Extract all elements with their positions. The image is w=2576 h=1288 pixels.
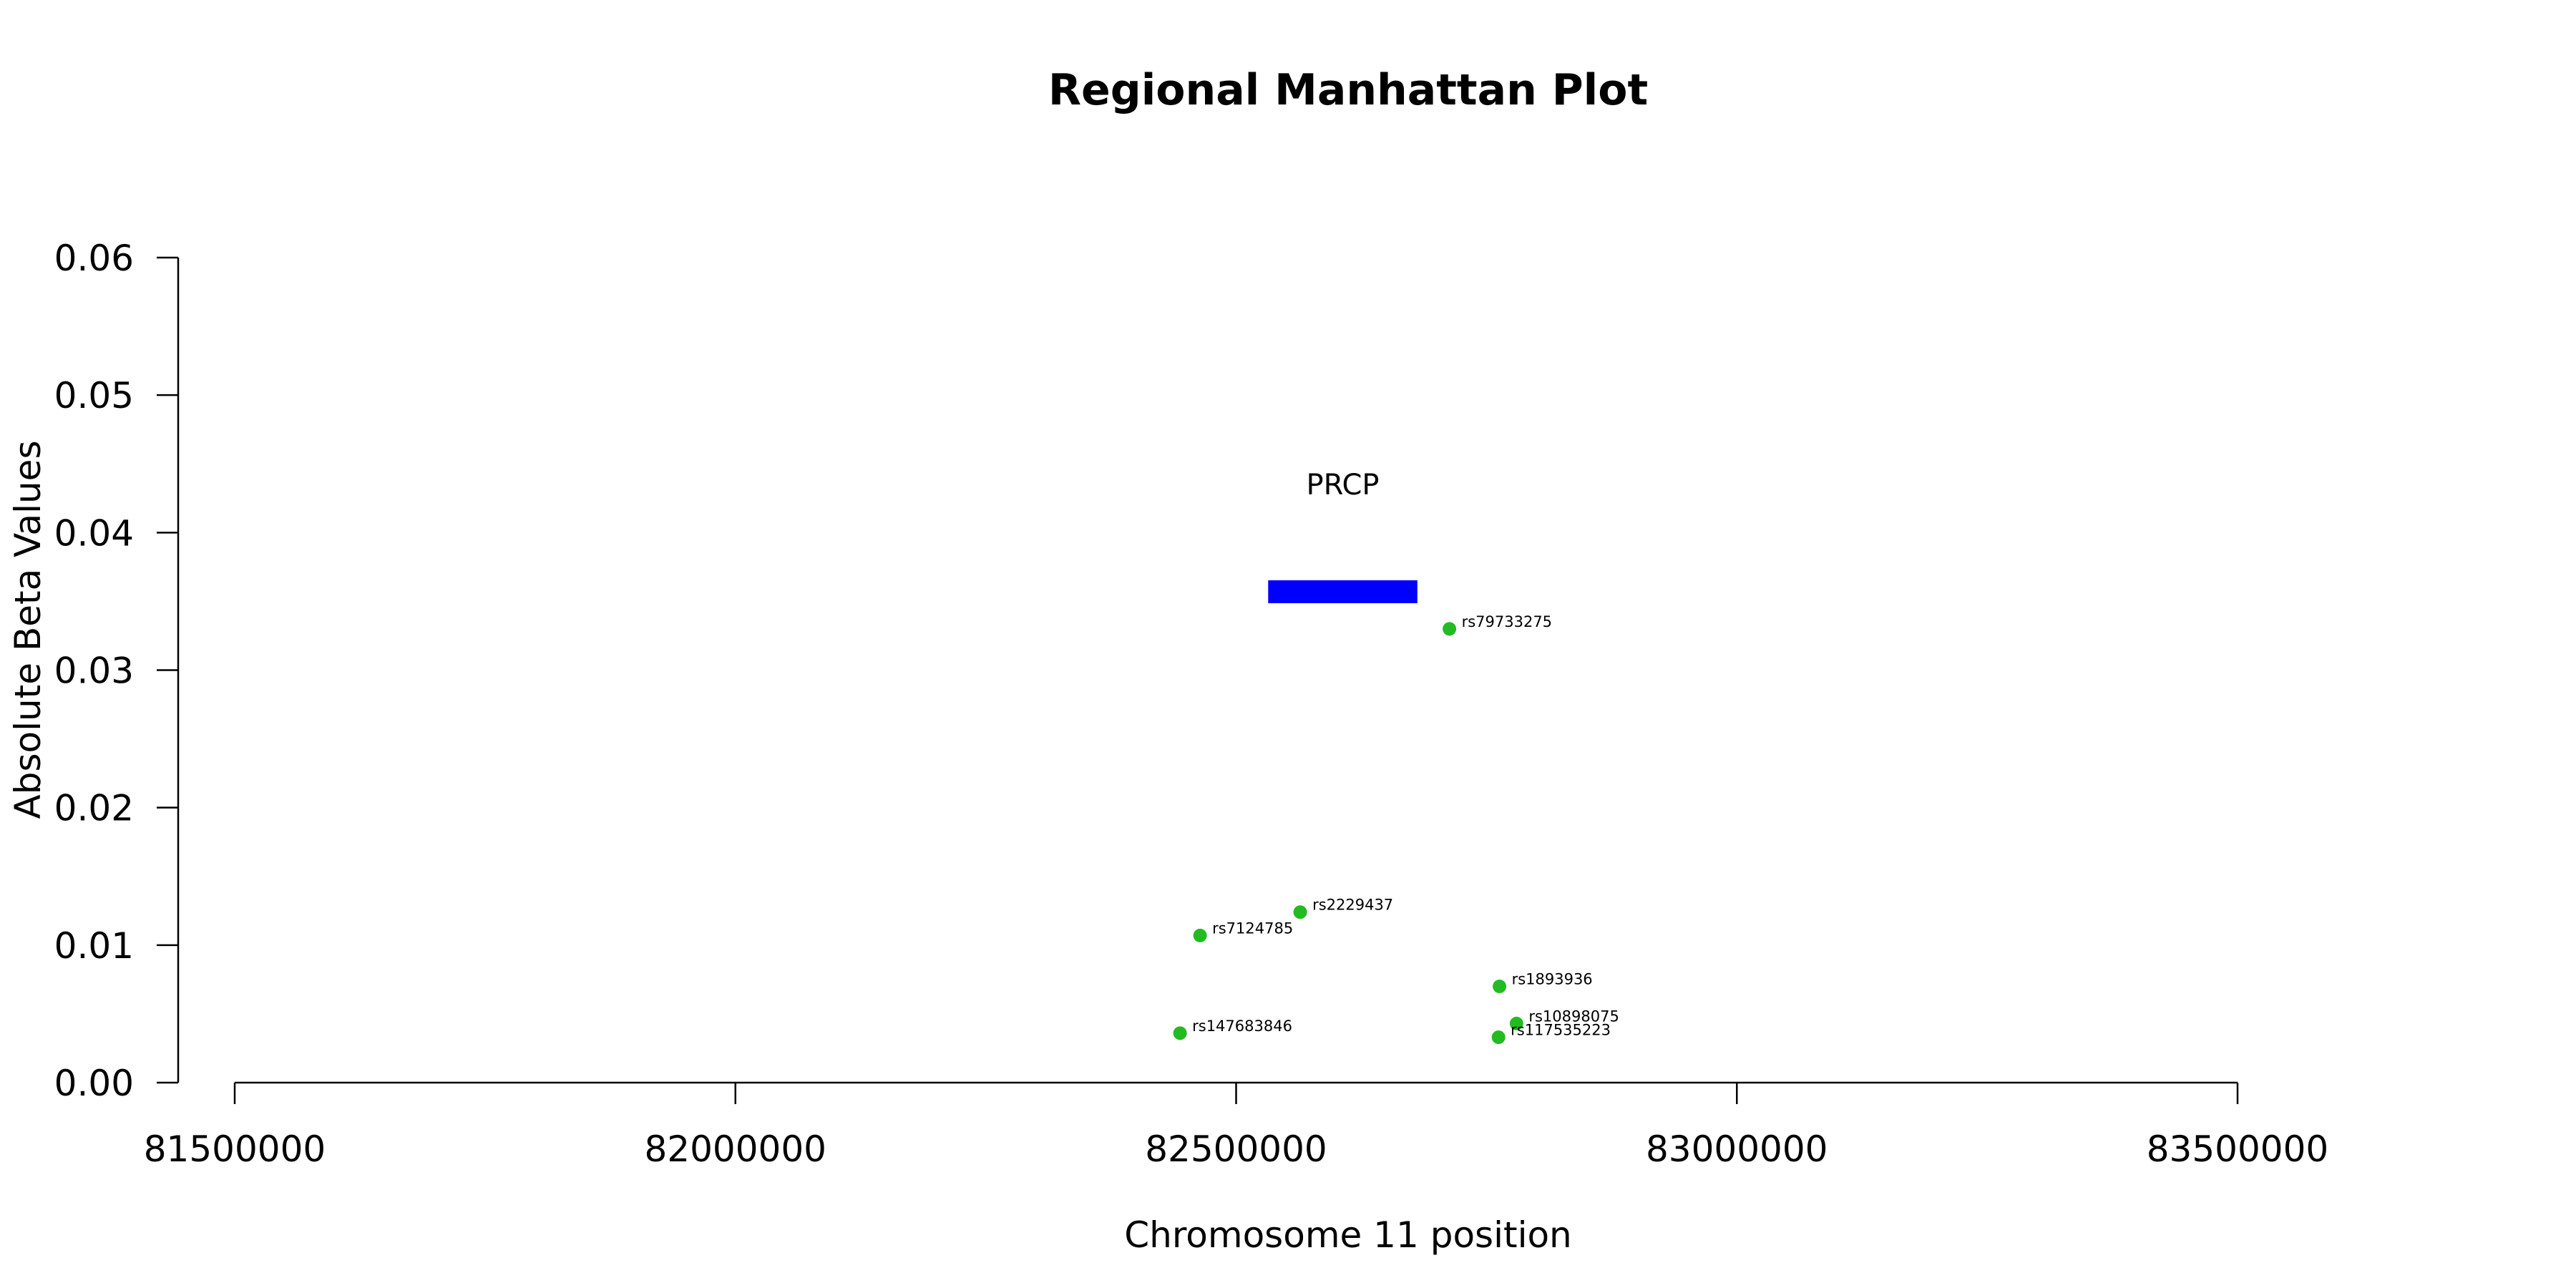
gene-bar	[1268, 580, 1418, 603]
snp-point	[1491, 1030, 1506, 1045]
x-tick-label: 83000000	[1646, 1128, 1828, 1170]
snp-label: rs79733275	[1462, 613, 1552, 630]
gene-label: PRCP	[1307, 469, 1380, 502]
y-axis: 0.00 0.01 0.02 0.03 0.04 0.05 0.06	[54, 238, 180, 1104]
y-axis-label: Absolute Beta Values	[7, 441, 49, 819]
snp-label: rs10898075	[1528, 1008, 1619, 1025]
snp-point	[1293, 905, 1307, 919]
gene-track: PRCP	[1268, 469, 1418, 603]
chart-title: Regional Manhattan Plot	[1048, 65, 1648, 115]
x-axis: 81500000 82000000 82500000 83000000 83500000	[144, 1081, 2329, 1170]
x-tick-label: 82500000	[1145, 1128, 1327, 1170]
snp-label: rs117535223	[1511, 1022, 1611, 1039]
snp-point	[1173, 1026, 1187, 1040]
snp-points: rs79733275 rs2229437 rs7124785 rs1893936 rs1…	[1173, 613, 1619, 1045]
y-tick-label: 0.06	[54, 238, 134, 279]
snp-label: rs1893936	[1512, 970, 1593, 987]
x-tick-label: 83500000	[2147, 1128, 2329, 1170]
y-tick-label: 0.03	[54, 650, 134, 692]
y-tick-label: 0.02	[54, 788, 134, 829]
x-tick-label: 82000000	[645, 1128, 827, 1170]
snp-point	[1443, 622, 1457, 636]
y-tick-label: 0.04	[54, 512, 134, 554]
snp-point	[1509, 1016, 1523, 1030]
y-tick-label: 0.01	[54, 925, 134, 967]
snp-point	[1193, 928, 1207, 942]
snp-label: rs2229437	[1312, 897, 1393, 914]
y-tick-label: 0.00	[54, 1063, 134, 1104]
y-tick-label: 0.05	[54, 375, 134, 416]
x-axis-label: Chromosome 11 position	[1124, 1214, 1572, 1256]
snp-point	[1493, 979, 1507, 993]
snp-label: rs147683846	[1192, 1018, 1292, 1035]
x-tick-label: 81500000	[144, 1128, 326, 1170]
snp-label: rs7124785	[1212, 919, 1293, 937]
